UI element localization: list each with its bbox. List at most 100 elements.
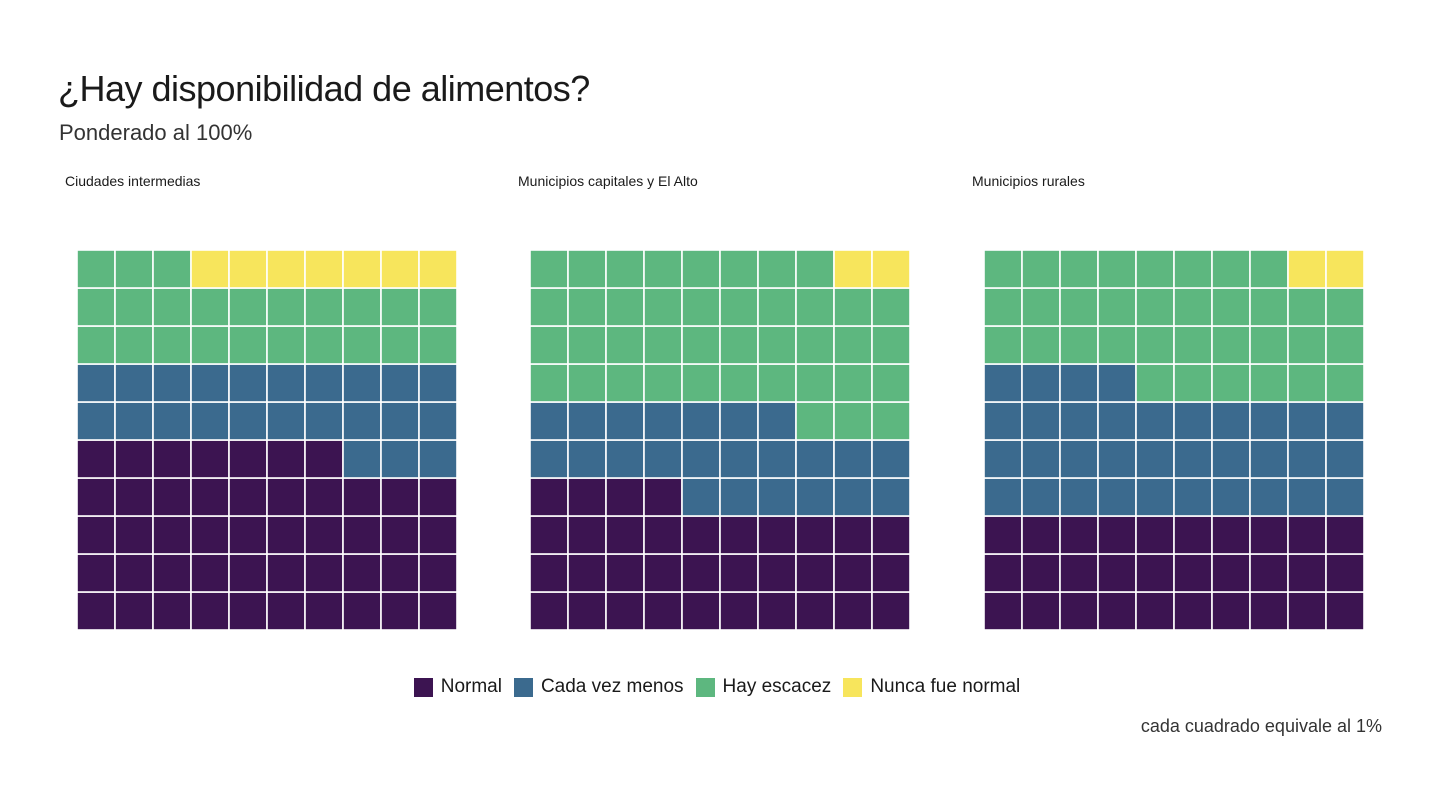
waffle-cell-hay-escacez [1211,363,1251,403]
waffle-cell-cada-vez-menos [1021,477,1061,517]
waffle-cell-normal [871,591,911,631]
waffle-cell-normal [152,439,192,479]
waffle-cell-cada-vez-menos [643,439,683,479]
waffle-cell-normal [190,477,230,517]
waffle-cell-hay-escacez [643,325,683,365]
waffle-cell-cada-vez-menos [1135,439,1175,479]
waffle-cell-cada-vez-menos [757,439,797,479]
waffle-cell-hay-escacez [304,325,344,365]
waffle-cell-hay-escacez [342,287,382,327]
waffle-cell-hay-escacez [1173,287,1213,327]
waffle-cell-hay-escacez [605,363,645,403]
waffle-cell-cada-vez-menos [380,439,420,479]
waffle-cell-hay-escacez [380,287,420,327]
waffle-cell-normal [1173,591,1213,631]
waffle-cell-cada-vez-menos [681,439,721,479]
waffle-cell-hay-escacez [871,363,911,403]
waffle-cell-hay-escacez [1211,325,1251,365]
waffle-cell-cada-vez-menos [1097,363,1137,403]
waffle-cell-hay-escacez [1135,325,1175,365]
waffle-cell-normal [1097,515,1137,555]
waffle-cell-cada-vez-menos [380,401,420,441]
waffle-cell-normal [342,591,382,631]
waffle-cell-cada-vez-menos [418,401,458,441]
waffle-cell-normal [152,515,192,555]
waffle-cell-cada-vez-menos [76,363,116,403]
waffle-cell-normal [1059,553,1099,593]
waffle-cell-cada-vez-menos [1097,439,1137,479]
waffle-cell-hay-escacez [152,287,192,327]
waffle-cell-cada-vez-menos [605,439,645,479]
waffle-cell-hay-escacez [643,249,683,289]
waffle-cell-normal [190,439,230,479]
waffle-cell-cada-vez-menos [152,363,192,403]
waffle-cell-nunca-fue-normal [1287,249,1327,289]
waffle-cell-cada-vez-menos [1211,401,1251,441]
waffle-cell-normal [1249,553,1289,593]
waffle-cell-cada-vez-menos [1059,439,1099,479]
waffle-cell-normal [643,515,683,555]
waffle-cell-hay-escacez [1325,325,1365,365]
waffle-cell-normal [190,515,230,555]
waffle-cell-hay-escacez [605,249,645,289]
waffle-cell-normal [833,515,873,555]
waffle-cell-normal [1021,553,1061,593]
waffle-cell-cada-vez-menos [1021,363,1061,403]
waffle-cell-hay-escacez [681,287,721,327]
waffle-cell-hay-escacez [681,363,721,403]
waffle-cell-hay-escacez [605,287,645,327]
waffle-cell-hay-escacez [567,287,607,327]
waffle-cell-hay-escacez [643,287,683,327]
legend-label: Nunca fue normal [870,676,1021,697]
waffle-cell-hay-escacez [529,325,569,365]
waffle-cell-normal [719,553,759,593]
waffle-cell-cada-vez-menos [1249,439,1289,479]
waffle-cell-normal [152,591,192,631]
waffle-cell-nunca-fue-normal [266,249,306,289]
waffle-cell-normal [833,591,873,631]
waffle-cell-cada-vez-menos [1211,439,1251,479]
waffle-cell-hay-escacez [76,249,116,289]
waffle-cell-hay-escacez [529,249,569,289]
waffle-cell-cada-vez-menos [1135,477,1175,517]
waffle-cell-normal [719,515,759,555]
waffle-cell-normal [605,553,645,593]
waffle-cell-cada-vez-menos [529,401,569,441]
waffle-cell-cada-vez-menos [1325,477,1365,517]
waffle-cell-normal [1249,515,1289,555]
waffle-cell-normal [605,515,645,555]
waffle-cell-normal [567,515,607,555]
waffle-cell-normal [152,553,192,593]
waffle-cell-hay-escacez [567,325,607,365]
waffle-cell-normal [719,591,759,631]
waffle-cell-normal [1211,591,1251,631]
waffle-cell-cada-vez-menos [871,477,911,517]
waffle-cell-cada-vez-menos [833,439,873,479]
waffle-cell-hay-escacez [76,325,116,365]
waffle-cell-normal [681,515,721,555]
waffle-cell-normal [418,591,458,631]
waffle-cell-normal [380,553,420,593]
waffle-cell-normal [567,477,607,517]
waffle-cell-normal [871,515,911,555]
waffle-cell-hay-escacez [1097,249,1137,289]
waffle-cell-normal [76,439,116,479]
waffle-cell-normal [342,553,382,593]
waffle-cell-normal [1325,553,1365,593]
waffle-cell-nunca-fue-normal [871,249,911,289]
legend-item-cada-vez-menos: Cada vez menos [513,676,684,698]
waffle-cell-normal [304,477,344,517]
waffle-cell-normal [76,477,116,517]
waffle-cell-cada-vez-menos [757,477,797,517]
waffle-cell-cada-vez-menos [605,401,645,441]
waffle-cell-normal [795,553,835,593]
waffle-cell-cada-vez-menos [795,439,835,479]
legend-label: Hay escacez [722,676,832,697]
waffle-cell-normal [114,439,154,479]
waffle-cell-cada-vez-menos [1097,477,1137,517]
waffle-cell-nunca-fue-normal [304,249,344,289]
waffle-cell-hay-escacez [1135,363,1175,403]
waffle-cell-normal [342,515,382,555]
waffle-cell-nunca-fue-normal [342,249,382,289]
waffle-cell-hay-escacez [228,325,268,365]
